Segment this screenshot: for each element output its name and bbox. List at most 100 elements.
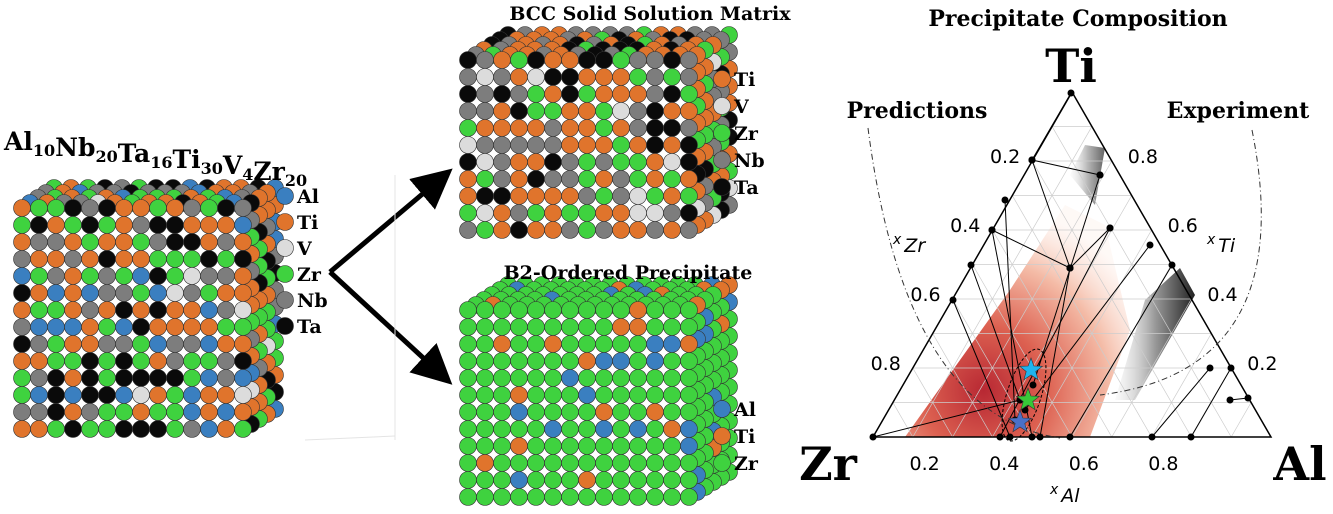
atom	[64, 199, 82, 217]
atom	[612, 301, 630, 319]
atom	[47, 335, 65, 353]
atom	[612, 471, 630, 489]
atom	[561, 68, 579, 86]
atom	[166, 216, 184, 234]
atom	[561, 102, 579, 120]
tie-point	[1036, 433, 1044, 441]
atom	[234, 420, 252, 438]
tick-label: 0.2	[1247, 353, 1277, 375]
atom	[510, 136, 528, 154]
atom	[115, 369, 133, 387]
atom	[183, 369, 201, 387]
atom	[476, 454, 494, 472]
atom	[13, 199, 31, 217]
legend-swatch	[713, 124, 731, 142]
atom	[81, 352, 99, 370]
tie-point	[1148, 433, 1156, 441]
atom	[595, 119, 613, 137]
atom	[595, 318, 613, 336]
atom	[64, 216, 82, 234]
atom	[527, 136, 545, 154]
atom	[115, 352, 133, 370]
tie-point	[1066, 433, 1074, 441]
atom	[459, 85, 477, 103]
atom	[459, 68, 477, 86]
frame-line	[304, 435, 396, 441]
atom	[476, 170, 494, 188]
atom	[629, 221, 647, 239]
atom	[200, 403, 218, 421]
atom	[544, 437, 562, 455]
atom	[132, 301, 150, 319]
atom	[680, 221, 698, 239]
tie-line	[952, 299, 1011, 438]
tick-label: 0.2	[909, 453, 939, 475]
gray-region	[1070, 145, 1105, 205]
atom	[527, 68, 545, 86]
atom	[612, 136, 630, 154]
atom	[217, 386, 235, 404]
atom	[612, 386, 630, 404]
atom	[183, 216, 201, 234]
atom	[612, 488, 630, 506]
atom	[612, 437, 630, 455]
atom	[510, 352, 528, 370]
atom	[30, 301, 48, 319]
tie-line	[872, 399, 1021, 438]
atom	[183, 267, 201, 285]
atom	[595, 335, 613, 353]
atom	[476, 102, 494, 120]
atom	[680, 119, 698, 137]
atom	[234, 284, 252, 302]
atom	[510, 403, 528, 421]
tick-label: 0.2	[990, 146, 1020, 168]
axis-label-base: x	[1206, 232, 1216, 248]
atom	[595, 352, 613, 370]
atom	[578, 85, 596, 103]
axis-label-base: x	[1049, 482, 1059, 498]
element-count: 20	[96, 147, 118, 166]
atom	[629, 85, 647, 103]
atom	[527, 369, 545, 387]
atom	[646, 488, 664, 506]
atom	[663, 369, 681, 387]
element-count: 4	[242, 165, 253, 184]
atom	[200, 216, 218, 234]
atom	[98, 420, 116, 438]
atom	[680, 301, 698, 319]
atom	[561, 488, 579, 506]
tie-point	[1244, 394, 1252, 402]
atom	[510, 51, 528, 69]
tick-label: 0.4	[989, 453, 1019, 475]
atom	[183, 301, 201, 319]
atom	[663, 301, 681, 319]
tie-point	[996, 433, 1004, 441]
atom	[646, 335, 664, 353]
legend-swatch	[713, 97, 731, 115]
atom	[680, 51, 698, 69]
tie-point	[949, 296, 957, 304]
atom	[30, 199, 48, 217]
atom	[612, 318, 630, 336]
tick-label: 0.8	[1128, 146, 1158, 168]
atom	[646, 403, 664, 421]
atom	[663, 437, 681, 455]
atom	[200, 284, 218, 302]
atom	[149, 318, 167, 336]
legend-swatch	[276, 239, 294, 257]
atom	[476, 68, 494, 86]
atom	[510, 420, 528, 438]
atom	[200, 369, 218, 387]
tick-label: 0.6	[1069, 453, 1099, 475]
atom	[98, 386, 116, 404]
atom	[680, 403, 698, 421]
atom	[680, 437, 698, 455]
legend-swatch	[713, 454, 731, 472]
tie-point	[1226, 396, 1234, 404]
atom	[166, 335, 184, 353]
atom	[646, 153, 664, 171]
tie-point	[1096, 171, 1104, 179]
atom	[527, 335, 545, 353]
atom	[680, 386, 698, 404]
atom	[561, 170, 579, 188]
